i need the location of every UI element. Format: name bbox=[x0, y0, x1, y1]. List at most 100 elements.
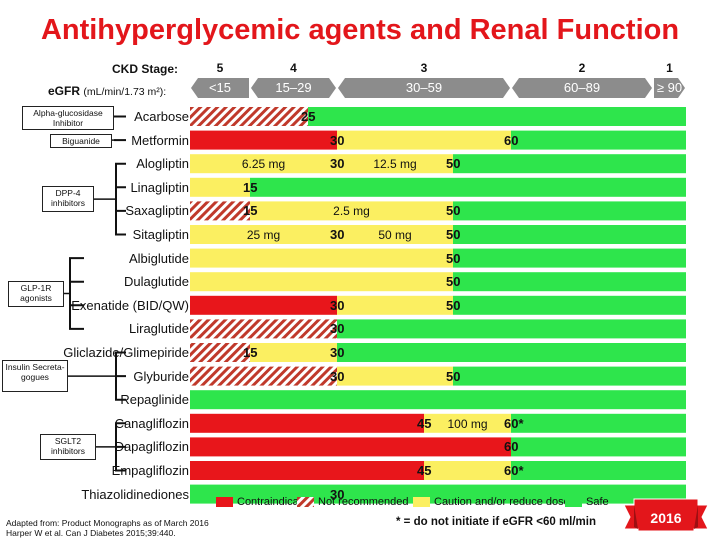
threshold-label: 30 bbox=[330, 156, 345, 172]
bar-segment-safe bbox=[250, 177, 686, 197]
bar-segment-not-recommended bbox=[190, 201, 250, 221]
drug-label: Liraglutide bbox=[129, 321, 189, 337]
dose-label: 25 mg bbox=[246, 228, 281, 242]
drug-label: Gliclazide/Glimepiride bbox=[63, 345, 189, 360]
dose-label: 50 mg bbox=[378, 228, 412, 242]
bar-segment-safe bbox=[190, 390, 686, 410]
bar-segment-safe bbox=[453, 225, 686, 244]
stage-number-1: 1 bbox=[666, 61, 673, 75]
bar-segment-caution bbox=[337, 295, 453, 315]
bar-segment-contraindicated bbox=[190, 295, 337, 315]
threshold-label: 30 bbox=[330, 345, 345, 360]
threshold-label: 15 bbox=[243, 345, 258, 360]
stage-range-2: 60–89 bbox=[563, 80, 601, 95]
drug-label: Alogliptin bbox=[136, 156, 189, 172]
threshold-label: 30 bbox=[330, 321, 345, 337]
footnote-line-2: Harper W et al. Can J Diabetes 2015;39:4… bbox=[6, 528, 176, 538]
threshold-label: 45 bbox=[417, 415, 432, 431]
bar-segment-safe bbox=[453, 366, 686, 386]
threshold-label: 50 bbox=[446, 368, 461, 384]
threshold-label: 60* bbox=[504, 415, 524, 431]
footnote-line-1: Adapted from: Product Monographs as of M… bbox=[6, 518, 209, 528]
stage-arrow-4 bbox=[251, 78, 336, 98]
threshold-label: 15 bbox=[243, 203, 258, 219]
bar-segment-safe bbox=[511, 130, 686, 150]
drug-class-box: Biguanide bbox=[50, 134, 112, 149]
threshold-label: 50 bbox=[446, 203, 461, 219]
threshold-label: 30 bbox=[330, 368, 345, 384]
drug-class-box: Alpha-glucosidase Inhibitor bbox=[22, 105, 114, 130]
drug-class-box: DPP-4 inhibitors bbox=[42, 186, 94, 213]
bar-segment-safe bbox=[337, 319, 686, 339]
bar-segment-safe bbox=[511, 461, 686, 480]
bar-segment-caution bbox=[424, 413, 511, 433]
dose-label: 100 mg bbox=[447, 416, 488, 431]
bar-segment-caution bbox=[250, 343, 337, 362]
bar-segment-contraindicated bbox=[190, 130, 337, 150]
threshold-label: 30 bbox=[330, 132, 345, 148]
bar-segment-contraindicated bbox=[190, 437, 511, 457]
drug-label: Canagliflozin bbox=[114, 415, 189, 431]
bar-segment-not-recommended bbox=[190, 107, 308, 126]
stage-arrow-3 bbox=[338, 78, 510, 98]
threshold-label: 50 bbox=[446, 274, 461, 290]
stage-number-5: 5 bbox=[216, 61, 224, 75]
dose-label: 2.5 mg bbox=[333, 204, 370, 219]
bar-segment-caution bbox=[190, 248, 453, 268]
threshold-label: 60 bbox=[504, 132, 519, 148]
drug-label: Thiazolidinediones bbox=[81, 486, 189, 502]
bar-segment-not-recommended bbox=[190, 319, 337, 339]
legend-swatch-safe bbox=[565, 497, 582, 507]
bar-segment-caution bbox=[424, 461, 511, 480]
year-badge-text: 2016 bbox=[650, 510, 682, 526]
drug-label: Exenatide (BID/QW) bbox=[71, 297, 189, 313]
threshold-label: 25 bbox=[301, 109, 316, 124]
bar-segment-caution bbox=[190, 272, 453, 292]
stage-arrow-2 bbox=[512, 78, 652, 98]
threshold-label: 50 bbox=[446, 250, 461, 266]
dose-label: 6.25 mg bbox=[241, 157, 286, 172]
bar-segment-contraindicated bbox=[190, 413, 424, 433]
legend-label-not-recommended: Not recommended bbox=[318, 496, 409, 508]
stage-range-1: ≥ 90 bbox=[656, 80, 683, 95]
threshold-label: 50 bbox=[446, 297, 461, 313]
threshold-label: 60 bbox=[504, 439, 519, 455]
legend-swatch-not-recommended bbox=[297, 497, 314, 507]
asterisk-note: * = do not initiate if eGFR <60 ml/min bbox=[396, 516, 597, 528]
bar-segment-safe bbox=[308, 107, 686, 126]
group-bracket bbox=[115, 162, 126, 236]
stage-range-3: 30–59 bbox=[405, 80, 443, 95]
stage-number-2: 2 bbox=[578, 61, 586, 75]
threshold-label: 30 bbox=[330, 297, 345, 313]
bar-segment-safe bbox=[453, 272, 686, 292]
bar-segment-contraindicated bbox=[190, 461, 424, 480]
bar-segment-not-recommended bbox=[190, 366, 337, 386]
bar-segment-safe bbox=[453, 248, 686, 268]
threshold-label: 50 bbox=[446, 156, 461, 172]
bar-segment-caution bbox=[337, 366, 453, 386]
drug-label: Empagliflozin bbox=[111, 463, 189, 478]
drug-label: Glyburide bbox=[133, 368, 189, 384]
drug-class-box: GLP-1R agonists bbox=[8, 280, 64, 307]
source-footnote: Adapted from: Product Monographs as of M… bbox=[6, 518, 209, 538]
bar-segment-caution bbox=[190, 177, 250, 197]
drug-label: Dapagliflozin bbox=[114, 439, 189, 455]
stage-range-4: 15–29 bbox=[275, 80, 312, 95]
drug-label: Albiglutide bbox=[129, 250, 189, 266]
bar-segment-safe bbox=[337, 343, 686, 362]
stage-arrow-5 bbox=[191, 78, 249, 98]
dose-label: 12.5 mg bbox=[373, 157, 417, 172]
threshold-label: 30 bbox=[330, 486, 345, 502]
egfr-label-text: eGFR bbox=[48, 84, 81, 98]
threshold-label: 30 bbox=[330, 227, 345, 242]
egfr-unit: (mL/min/1.73 m²): bbox=[83, 86, 167, 98]
stage-number-3: 3 bbox=[420, 61, 428, 75]
stage-number-4: 4 bbox=[290, 61, 297, 75]
threshold-label: 60* bbox=[504, 463, 524, 478]
drug-label: Dulaglutide bbox=[123, 274, 189, 290]
legend-label-safe: Safe bbox=[586, 496, 609, 508]
bar-segment-caution bbox=[337, 130, 511, 150]
ckd-stage-label: CKD Stage: bbox=[112, 62, 179, 76]
bar-segment-safe bbox=[511, 437, 686, 457]
legend-label-caution: Caution and/or reduce dose bbox=[434, 496, 570, 508]
